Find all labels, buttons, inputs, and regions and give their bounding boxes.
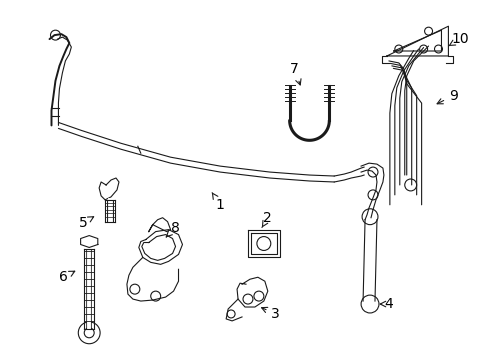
Text: 5: 5 [79,216,94,230]
Text: 9: 9 [436,89,457,104]
Text: 2: 2 [262,211,272,228]
Text: 3: 3 [261,307,280,321]
Text: 7: 7 [290,62,301,85]
Text: 8: 8 [166,221,180,237]
Text: 4: 4 [379,297,392,311]
Text: 6: 6 [59,270,75,284]
Text: 1: 1 [212,193,224,212]
Text: 10: 10 [448,32,468,46]
